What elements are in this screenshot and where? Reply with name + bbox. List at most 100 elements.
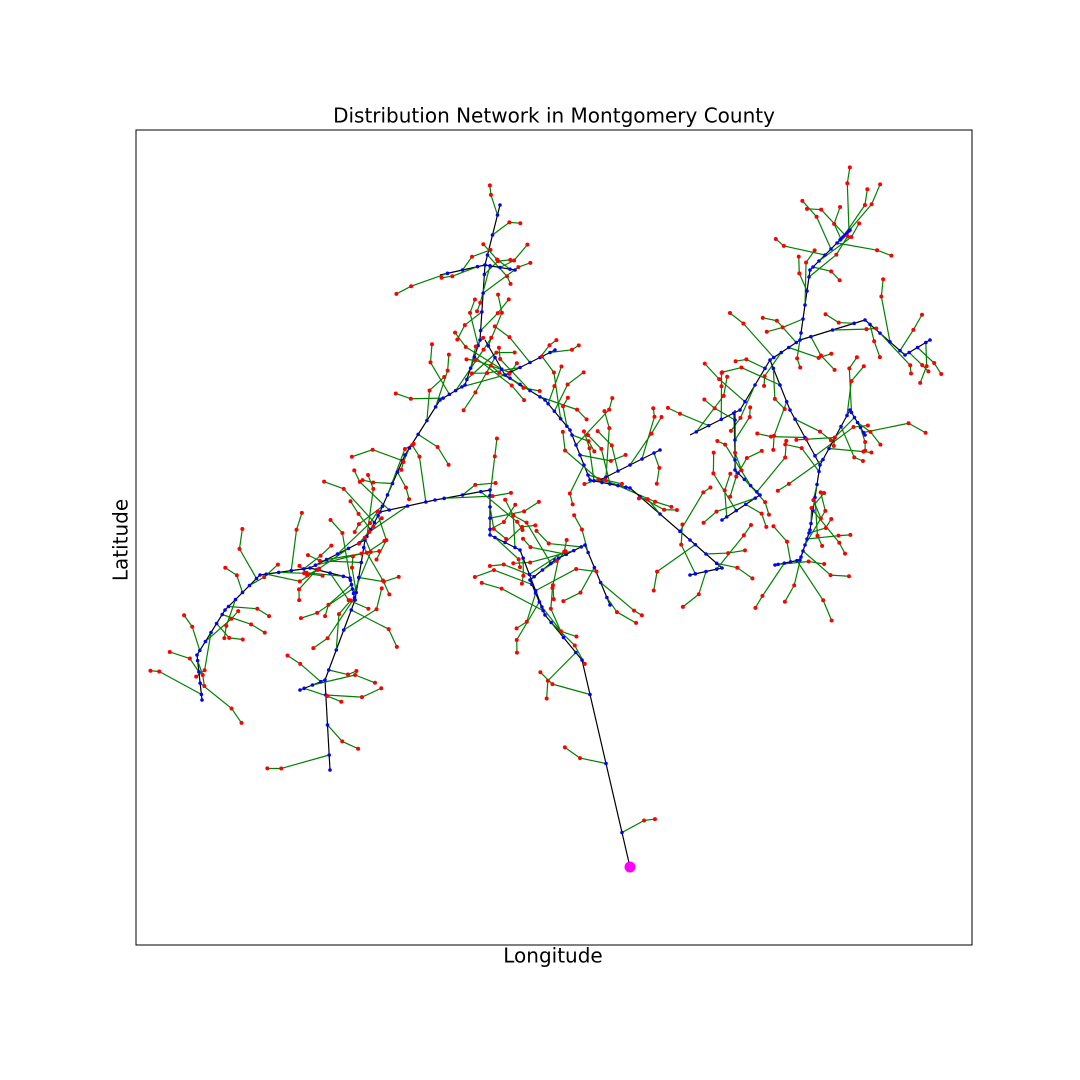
load-node <box>820 543 825 548</box>
branch-edge <box>724 444 752 486</box>
load-node <box>680 604 685 609</box>
junction-node <box>574 650 578 655</box>
junction-node <box>540 605 544 609</box>
junction-node <box>349 608 354 612</box>
load-node <box>515 519 520 524</box>
junction-node <box>579 545 584 549</box>
junction-node <box>616 469 620 473</box>
junction-node <box>624 485 628 490</box>
load-node <box>889 253 894 258</box>
load-node <box>766 512 771 517</box>
junction-node <box>578 453 582 457</box>
load-node <box>744 357 749 362</box>
junction-node <box>782 561 787 565</box>
junction-node <box>605 595 609 600</box>
junction-node <box>223 608 227 612</box>
load-node <box>741 321 746 326</box>
load-node <box>822 490 827 495</box>
load-node <box>649 431 654 436</box>
junction-node <box>460 493 465 497</box>
load-node <box>262 630 267 635</box>
junction-node <box>327 753 331 757</box>
branch-edge <box>835 236 849 255</box>
branch-edge <box>772 368 776 399</box>
load-node <box>786 481 791 486</box>
junction-node <box>351 591 356 596</box>
branch-edge <box>475 482 496 486</box>
load-node <box>748 405 753 410</box>
junction-node <box>198 681 202 685</box>
load-node <box>849 379 854 384</box>
load-node <box>194 674 199 679</box>
junction-node <box>203 639 208 644</box>
junction-node <box>195 658 200 663</box>
load-node <box>595 429 600 434</box>
load-node <box>511 513 516 518</box>
load-node <box>570 502 575 507</box>
junction-node <box>821 457 825 462</box>
load-node <box>572 643 577 648</box>
junction-node <box>858 425 863 430</box>
load-node <box>346 598 351 603</box>
branch-edge <box>482 266 519 294</box>
load-node <box>592 449 597 454</box>
load-node <box>554 558 559 563</box>
trunk-edge <box>689 409 741 436</box>
junction-node <box>438 398 442 402</box>
load-node <box>377 549 382 554</box>
load-node <box>479 580 484 585</box>
load-node <box>562 549 567 554</box>
load-node <box>514 637 519 642</box>
branch-edge <box>871 184 881 205</box>
junction-node <box>755 490 759 494</box>
branch-edge <box>816 216 832 250</box>
junction-node <box>793 417 797 421</box>
load-node <box>642 818 647 823</box>
load-node <box>665 405 670 410</box>
branch-edge <box>504 499 514 516</box>
junction-node <box>788 408 792 412</box>
junction-node <box>209 630 213 635</box>
load-node <box>340 739 345 744</box>
branch-edge <box>908 422 926 434</box>
load-node <box>455 337 460 342</box>
load-node <box>599 446 604 451</box>
load-node <box>240 527 245 532</box>
load-node <box>469 254 474 259</box>
load-node <box>828 573 833 578</box>
junction-node <box>907 350 911 355</box>
trunk-edge <box>519 549 546 616</box>
junction-node <box>855 420 860 425</box>
load-node <box>747 414 752 419</box>
branch-edge <box>553 384 569 412</box>
load-node <box>403 485 408 490</box>
load-node <box>512 258 517 263</box>
junction-node <box>779 350 784 355</box>
load-node <box>563 448 568 453</box>
branch-edge <box>426 390 431 421</box>
branch-edge <box>337 522 371 555</box>
junction-node <box>788 560 793 564</box>
branch-edge <box>739 384 756 419</box>
branch-edge <box>523 501 540 512</box>
load-node <box>521 573 526 578</box>
load-node <box>387 592 392 597</box>
load-node <box>495 257 500 262</box>
load-node <box>503 497 508 502</box>
load-node <box>509 383 514 388</box>
load-node <box>167 649 172 654</box>
junction-node <box>724 515 729 519</box>
branch-edge <box>316 588 353 614</box>
load-node <box>924 364 929 369</box>
branch-edge <box>492 492 512 497</box>
load-node <box>323 614 328 619</box>
load-node <box>519 581 524 586</box>
branch-edge <box>757 432 772 438</box>
junction-node <box>628 463 632 467</box>
junction-node <box>588 692 592 697</box>
junction-node <box>738 408 742 412</box>
load-node <box>869 202 874 207</box>
branch-edge <box>705 552 729 555</box>
junction-node <box>298 688 302 692</box>
load-node <box>393 391 398 396</box>
